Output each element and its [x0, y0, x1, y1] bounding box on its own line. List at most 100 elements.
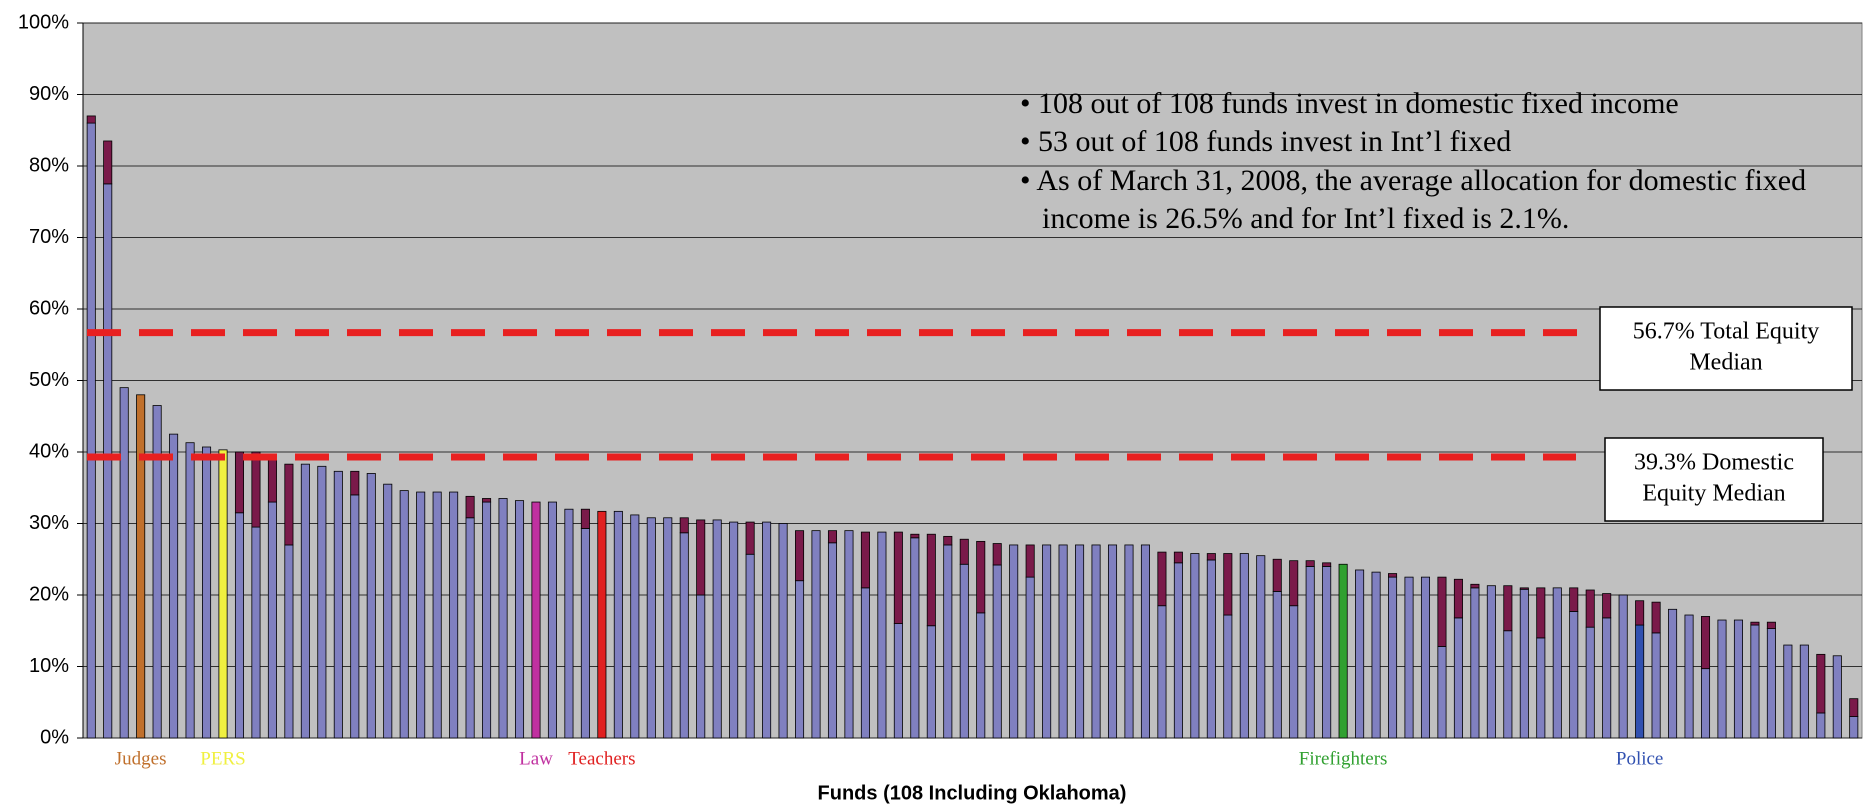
- bar-segment: [696, 594, 706, 739]
- y-tick-label: 60%: [29, 297, 69, 319]
- bar-segment: [1256, 555, 1266, 739]
- bar-segment: [103, 140, 113, 185]
- y-tick-label: 20%: [29, 583, 69, 605]
- bar-segment: [1091, 544, 1101, 739]
- bar-segment: [1602, 593, 1612, 619]
- bar-segment: [1799, 644, 1809, 739]
- bar-segment: [1173, 562, 1183, 739]
- bar-segment: [1717, 619, 1727, 739]
- bar-segment: [1239, 553, 1249, 739]
- bar-segment: [1173, 551, 1183, 564]
- bar-segment: [152, 405, 162, 739]
- bar-segment: [1289, 560, 1299, 607]
- bar-segment: [696, 519, 706, 596]
- bar-segment: [580, 528, 590, 739]
- bar-segment: [1519, 587, 1529, 590]
- bar-segment: [827, 542, 838, 739]
- bar-segment: [1107, 544, 1118, 739]
- category-label: Firefighters: [1299, 748, 1388, 769]
- bar-segment: [762, 521, 772, 739]
- bar-segment: [1025, 544, 1035, 578]
- y-tick-label: 70%: [29, 226, 69, 248]
- bar-segment: [1420, 576, 1431, 739]
- bar-segment: [1355, 569, 1365, 739]
- bar-segment: [1536, 587, 1546, 639]
- y-tick-label: 50%: [29, 369, 69, 391]
- bar-segment: [1223, 614, 1233, 739]
- bar-segment: [449, 491, 459, 739]
- reference-label: 56.7% Total Equity: [1633, 319, 1820, 345]
- bar-segment: [482, 501, 492, 739]
- bar-segment: [185, 442, 195, 739]
- bar-segment: [251, 526, 261, 739]
- bar-segment: [976, 612, 986, 739]
- bar-segment: [1140, 544, 1150, 739]
- bar-segment: [1305, 560, 1315, 567]
- bar-segment: [1816, 653, 1826, 714]
- bar-segment: [1700, 616, 1711, 670]
- bar-segment: [1651, 632, 1661, 739]
- bar-segment: [1058, 544, 1068, 739]
- bar-segment: [1536, 637, 1546, 739]
- bar-segment: [1272, 591, 1282, 739]
- bar-segment: [1700, 668, 1711, 739]
- bar-segment: [1388, 573, 1398, 578]
- bar-segment: [1668, 608, 1678, 739]
- bar-segment: [910, 537, 920, 739]
- bar-segment: [103, 183, 113, 739]
- bar-segment: [1190, 553, 1200, 739]
- bar-segment: [1206, 559, 1216, 739]
- bar-segment: [1684, 614, 1694, 739]
- reference-label: Median: [1689, 350, 1762, 376]
- bar-segment: [1206, 553, 1216, 561]
- bar-segment: [1618, 594, 1628, 739]
- bar-segment: [1750, 621, 1760, 626]
- bar-segment: [827, 530, 838, 544]
- bar-segment: [1223, 553, 1233, 616]
- y-tick-label: 80%: [29, 154, 69, 176]
- bar-segment: [1816, 712, 1826, 739]
- bar-segment: [1124, 544, 1134, 739]
- bar-segment: [498, 498, 508, 739]
- bar-segment: [811, 530, 821, 739]
- bar-segment: [943, 535, 953, 546]
- bar-segment: [1585, 589, 1595, 628]
- bar-segment: [745, 553, 755, 739]
- bar-segment: [1470, 587, 1480, 739]
- bar-segment: [514, 500, 525, 739]
- bar-segment: [1322, 562, 1332, 567]
- bar-segment: [646, 517, 656, 739]
- bar-segment: [1766, 621, 1776, 630]
- bar-segment: [1569, 587, 1579, 612]
- bar-segment: [877, 531, 887, 739]
- bar-segment: [1585, 626, 1595, 739]
- bar-segment: [795, 580, 805, 739]
- bar-segment: [234, 512, 245, 739]
- bar-segment: [1849, 716, 1859, 739]
- reference-label: Equity Median: [1642, 481, 1785, 507]
- bar-segment: [333, 470, 343, 739]
- annotation: income is 26.5% and for Int’l fixed is 2…: [1042, 202, 1569, 235]
- bar-segment: [1437, 576, 1447, 647]
- bar-segment: [399, 490, 409, 739]
- bar-segment: [1503, 585, 1513, 632]
- annotation: • 108 out of 108 funds invest in domesti…: [1020, 87, 1679, 120]
- bar-segment: [432, 491, 442, 739]
- bar-segment: [613, 510, 623, 739]
- bar-segment: [202, 446, 212, 739]
- bar-segment: [119, 387, 129, 739]
- bar-segment: [860, 531, 870, 589]
- bar-segment: [350, 470, 360, 496]
- bar-segment: [745, 521, 755, 555]
- bar-segment: [169, 433, 179, 739]
- bar-segment: [1635, 624, 1645, 739]
- bar-segment: [580, 508, 590, 529]
- bar-segment: [1783, 644, 1793, 739]
- bar-segment: [564, 508, 574, 739]
- bar-segment: [860, 587, 870, 739]
- bar-segment: [992, 564, 1002, 739]
- bar-segment: [1305, 566, 1315, 739]
- reference-label-box: [1604, 437, 1824, 522]
- bar-segment: [1651, 601, 1661, 634]
- bar-segment: [267, 501, 277, 739]
